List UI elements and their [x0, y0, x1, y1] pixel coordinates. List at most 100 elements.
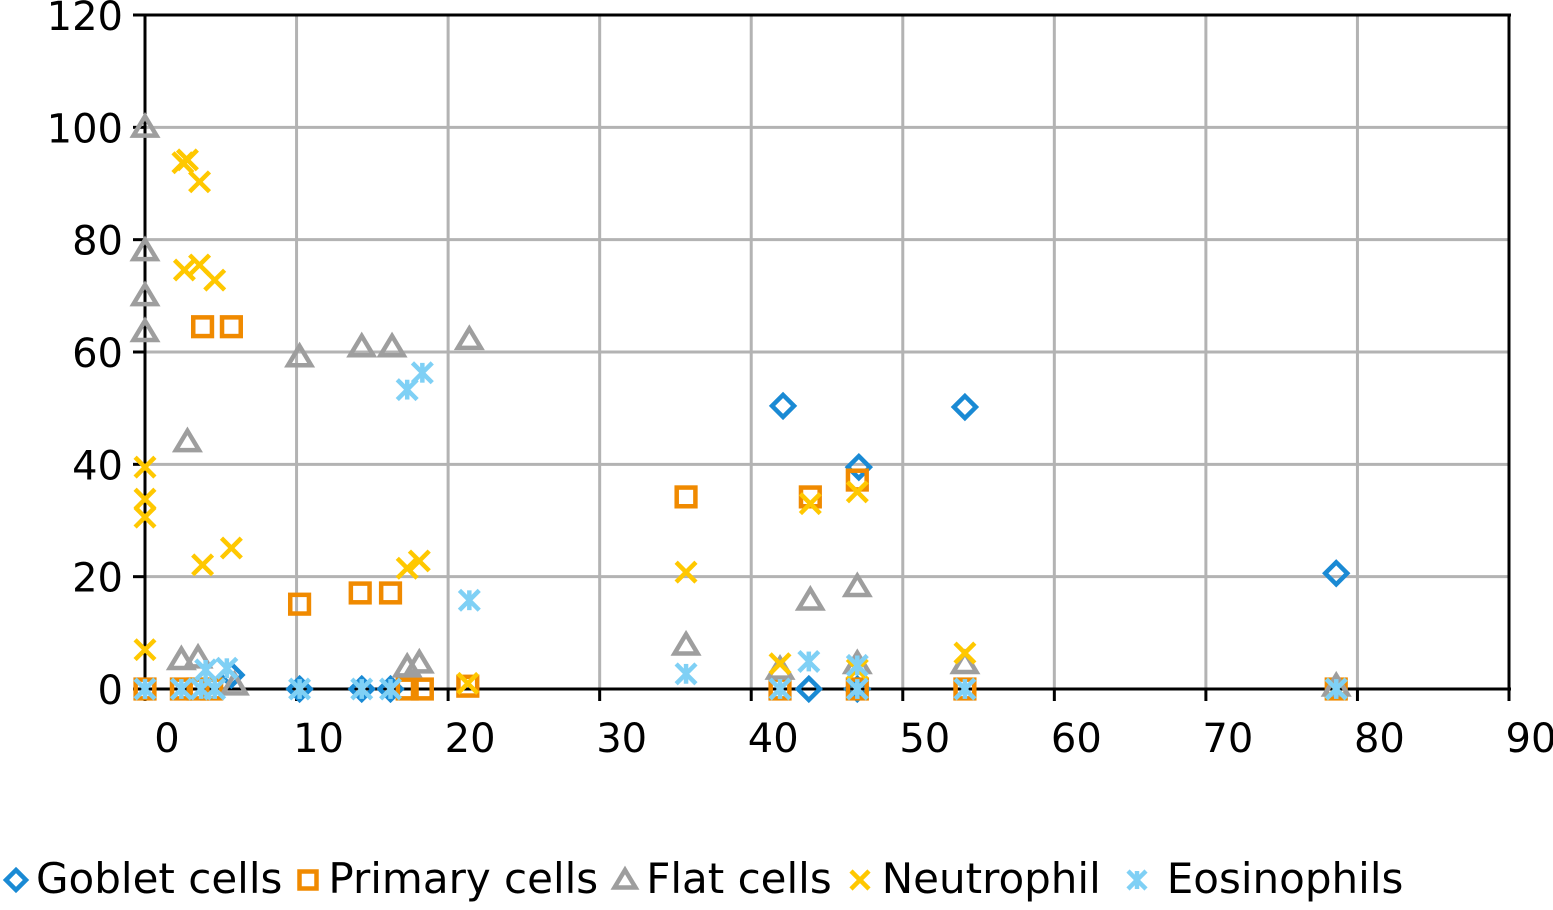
legend-label: Eosinophils	[1166, 853, 1404, 903]
x-tick-label: 10	[293, 716, 344, 762]
scatter-chart: 0 10 20 30 40 50 60 70 80 90 0 20 40 60 80 100 120	[47, 0, 1553, 762]
triangle-data-point	[129, 235, 161, 262]
y-tick-label: 20	[72, 556, 123, 602]
diamond-data-point	[794, 674, 823, 704]
square-data-point	[378, 581, 403, 605]
diamond-data-point	[768, 391, 798, 421]
x-tick-label: 50	[899, 716, 950, 762]
asterisk-data-point	[169, 677, 193, 701]
square-data-point	[190, 315, 215, 339]
diamond-data-point	[844, 452, 874, 482]
x-data-point	[407, 549, 431, 573]
legend: Goblet cells Primary cells Flat cells Ne…	[0, 848, 1553, 908]
asterisk-data-point	[845, 653, 869, 677]
legend-label: Goblet cells	[36, 853, 283, 903]
x-legend-marker	[849, 869, 871, 891]
x-data-point	[172, 258, 196, 282]
x-data-point	[133, 638, 157, 662]
triangle-data-point	[403, 647, 435, 674]
triangle-data-point	[129, 111, 161, 138]
x-tick-label: 80	[1354, 716, 1405, 762]
diamond-marker-icon	[2, 866, 30, 894]
asterisk-marker-icon	[1126, 869, 1148, 891]
triangle-marker-icon	[610, 865, 640, 890]
x-data-point	[953, 641, 977, 665]
asterisk-legend-marker	[1126, 869, 1148, 891]
y-tick-label: 100	[47, 106, 123, 152]
diamond-data-point	[950, 392, 980, 422]
triangle-data-point	[346, 331, 378, 358]
y-tick-label: 0	[98, 668, 123, 714]
x-tick-label: 40	[748, 716, 799, 762]
series-eosinophils	[133, 361, 1348, 701]
x-data-point	[203, 268, 227, 292]
triangle-data-point	[453, 324, 485, 351]
asterisk-data-point	[845, 677, 869, 701]
triangle-data-point	[284, 341, 316, 368]
diamond-data-point	[285, 674, 314, 704]
series-primary-cells	[133, 315, 1348, 701]
axes	[133, 13, 1511, 701]
x-data-point	[188, 170, 212, 194]
x-tick-label: 90	[1506, 716, 1553, 762]
series-flat-cells	[129, 111, 1352, 697]
x-data-point	[845, 480, 869, 504]
legend-label: Primary cells	[328, 853, 599, 903]
asterisk-data-point	[203, 677, 227, 701]
x-marker-icon	[849, 869, 871, 891]
asterisk-data-point	[350, 677, 374, 701]
asterisk-data-point	[194, 658, 218, 682]
triangle-data-point	[182, 642, 214, 669]
triangle-data-point	[794, 584, 826, 611]
legend-label: Flat cells	[646, 853, 832, 903]
y-tick-label: 40	[72, 443, 123, 489]
x-data-point	[133, 455, 157, 479]
data-points	[129, 111, 1352, 704]
y-axis-ticks: 0 20 40 60 80 100 120	[47, 0, 145, 714]
asterisk-data-point	[133, 677, 157, 701]
triangle-legend-marker	[610, 865, 640, 890]
square-data-point	[674, 485, 698, 509]
x-data-point	[175, 148, 199, 172]
asterisk-data-point	[379, 677, 403, 701]
triangle-data-point	[670, 629, 702, 656]
x-data-point	[798, 492, 822, 516]
x-data-point	[395, 556, 419, 580]
square-data-point	[348, 581, 372, 605]
diamond-data-point	[347, 674, 376, 704]
square-data-point	[395, 677, 419, 701]
square-data-point	[287, 592, 312, 616]
legend-item-goblet-cells[interactable]: Goblet cells	[2, 854, 282, 903]
x-tick-label: 0	[154, 716, 179, 762]
series-goblet-cells	[217, 391, 1351, 704]
asterisk-data-point	[797, 649, 821, 673]
legend-item-neutrophil[interactable]: Neutrophil	[844, 854, 1101, 903]
asterisk-data-point	[953, 677, 977, 701]
x-axis-ticks: 0 10 20 30 40 50 60 70 80 90	[143, 689, 1553, 762]
triangle-data-point	[129, 280, 161, 307]
y-tick-label: 80	[72, 219, 123, 265]
x-data-point	[191, 553, 215, 577]
square-data-point	[410, 677, 434, 701]
triangle-data-point	[841, 571, 873, 598]
triangle-data-point	[171, 426, 203, 453]
series-neutrophil	[133, 148, 1348, 701]
x-data-point	[674, 560, 698, 584]
asterisk-data-point	[457, 588, 481, 612]
legend-item-eosinophils[interactable]: Eosinophils	[1113, 853, 1404, 903]
triangle-data-point	[949, 648, 981, 675]
triangle-data-point	[376, 331, 408, 358]
triangle-data-point	[129, 316, 161, 343]
x-data-point	[133, 487, 157, 511]
diamond-legend-marker	[2, 866, 30, 894]
square-data-point	[219, 315, 243, 339]
legend-item-flat-cells[interactable]: Flat cells	[610, 854, 832, 903]
triangle-data-point	[165, 644, 197, 671]
triangle-data-point	[218, 669, 250, 696]
asterisk-data-point	[1324, 677, 1348, 701]
asterisk-data-point	[288, 677, 312, 701]
legend-item-primary-cells[interactable]: Primary cells	[294, 854, 598, 903]
x-tick-label: 60	[1051, 716, 1102, 762]
legend-label: Neutrophil	[881, 853, 1101, 903]
diamond-data-point	[1322, 559, 1351, 588]
